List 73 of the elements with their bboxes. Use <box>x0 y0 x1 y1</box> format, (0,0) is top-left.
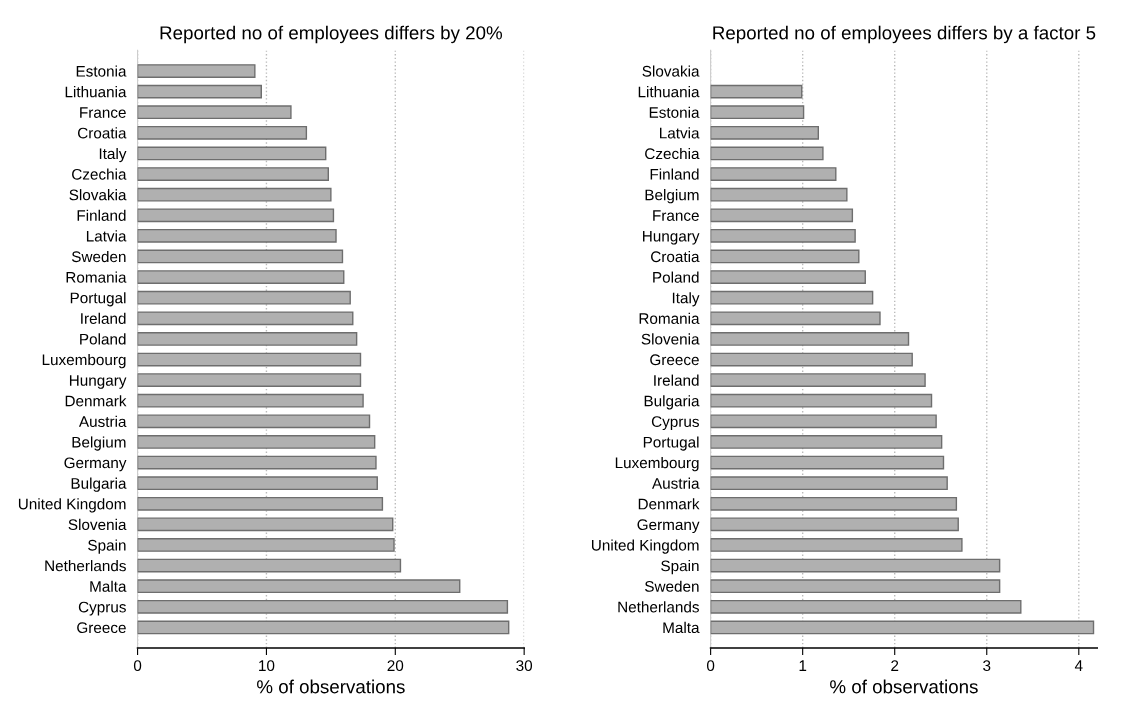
y-tick-label: Italy <box>99 147 127 163</box>
y-tick-label: Sweden <box>645 580 699 592</box>
y-tick-label: Ireland <box>81 312 126 324</box>
y-tick-label: Austria <box>78 415 127 428</box>
y-tick-label: Denmark <box>638 498 700 510</box>
y-tick-label: Luxembourg <box>42 353 126 369</box>
bar <box>710 620 1095 635</box>
y-tick-label: Austria <box>652 477 700 489</box>
y-tick-label: Cyprus <box>651 416 699 431</box>
y-tick-label: Italy <box>672 292 700 307</box>
y-tick-label: Germany <box>637 519 700 534</box>
y-tick-label: Lithuania <box>638 86 700 98</box>
y-tick-label: Belgium <box>72 436 126 451</box>
y-tick-label: Germany <box>64 457 127 472</box>
y-tick-label: United Kingdom <box>591 539 699 554</box>
x-tick-label: 30 <box>516 660 533 672</box>
x-axis-title: % of observations <box>830 679 978 694</box>
y-tick-label: Greece <box>650 354 699 366</box>
y-tick-label: Romania <box>639 312 700 324</box>
y-tick-label: Belgium <box>645 189 699 204</box>
y-tick-label: Denmark <box>65 395 127 407</box>
x-tick-label: 1 <box>799 660 807 671</box>
x-tick-label: 0 <box>133 660 142 672</box>
y-tick-label: Croatia <box>651 250 700 263</box>
y-tick-label: Bulgaria <box>71 477 127 492</box>
y-tick-label: Malta <box>90 580 127 592</box>
y-tick-label: Romania <box>66 271 127 283</box>
bar <box>137 620 510 635</box>
y-tick-label: Slovakia <box>69 189 127 201</box>
y-tick-label: Estonia <box>649 106 700 118</box>
y-tick-label: Hungary <box>69 375 127 389</box>
y-tick-label: Croatia <box>77 127 127 139</box>
x-tick-label: 20 <box>387 660 404 672</box>
x-tick-label: 4 <box>1074 660 1083 671</box>
y-tick-label: Finland <box>650 168 699 180</box>
y-tick-label: Slovenia <box>68 518 127 531</box>
y-tick-label: Spain <box>661 560 699 575</box>
chart-title: Reported no of employees differs by 20% <box>160 25 503 44</box>
y-tick-label: Slovenia <box>641 333 700 345</box>
y-tick-label: Finland <box>77 209 126 221</box>
y-tick-label: Lithuania <box>65 86 127 98</box>
y-tick-label: United Kingdom <box>18 498 126 513</box>
y-tick-label: Netherlands <box>618 601 699 613</box>
x-tick-label: 2 <box>891 660 899 671</box>
y-tick-label: Slovakia <box>642 65 700 77</box>
chart-title: Reported no of employees differs by a factor 5 <box>713 25 1096 44</box>
y-tick-label: France <box>653 210 699 221</box>
x-axis-title: % of observations <box>257 679 405 694</box>
x-tick-label: 3 <box>983 660 991 672</box>
y-tick-label: Portugal <box>643 436 699 451</box>
y-tick-label: Sweden <box>71 250 126 263</box>
y-tick-label: Luxembourg <box>615 457 699 472</box>
y-tick-label: Ireland <box>654 374 699 386</box>
y-tick-label: Latvia <box>86 230 127 242</box>
y-tick-label: Portugal <box>70 292 126 307</box>
x-tick-label: 10 <box>259 660 275 672</box>
y-tick-label: Greece <box>77 622 126 634</box>
y-tick-label: Czechia <box>645 147 700 160</box>
y-tick-label: Bulgaria <box>644 395 700 410</box>
y-tick-label: Spain <box>88 539 126 554</box>
x-tick-label: 0 <box>706 660 715 672</box>
y-tick-label: Czechia <box>72 168 127 180</box>
y-tick-label: Malta <box>663 621 700 634</box>
y-tick-label: Poland <box>80 333 126 345</box>
y-tick-label: Poland <box>653 271 699 283</box>
y-tick-label: Estonia <box>76 65 127 77</box>
y-tick-label: France <box>80 107 126 118</box>
bar <box>137 64 256 78</box>
y-tick-label: Latvia <box>660 127 700 139</box>
y-tick-label: Cyprus <box>78 601 126 616</box>
y-tick-label: Netherlands <box>45 560 126 572</box>
bar <box>137 84 262 99</box>
y-tick-label: Hungary <box>643 230 700 245</box>
